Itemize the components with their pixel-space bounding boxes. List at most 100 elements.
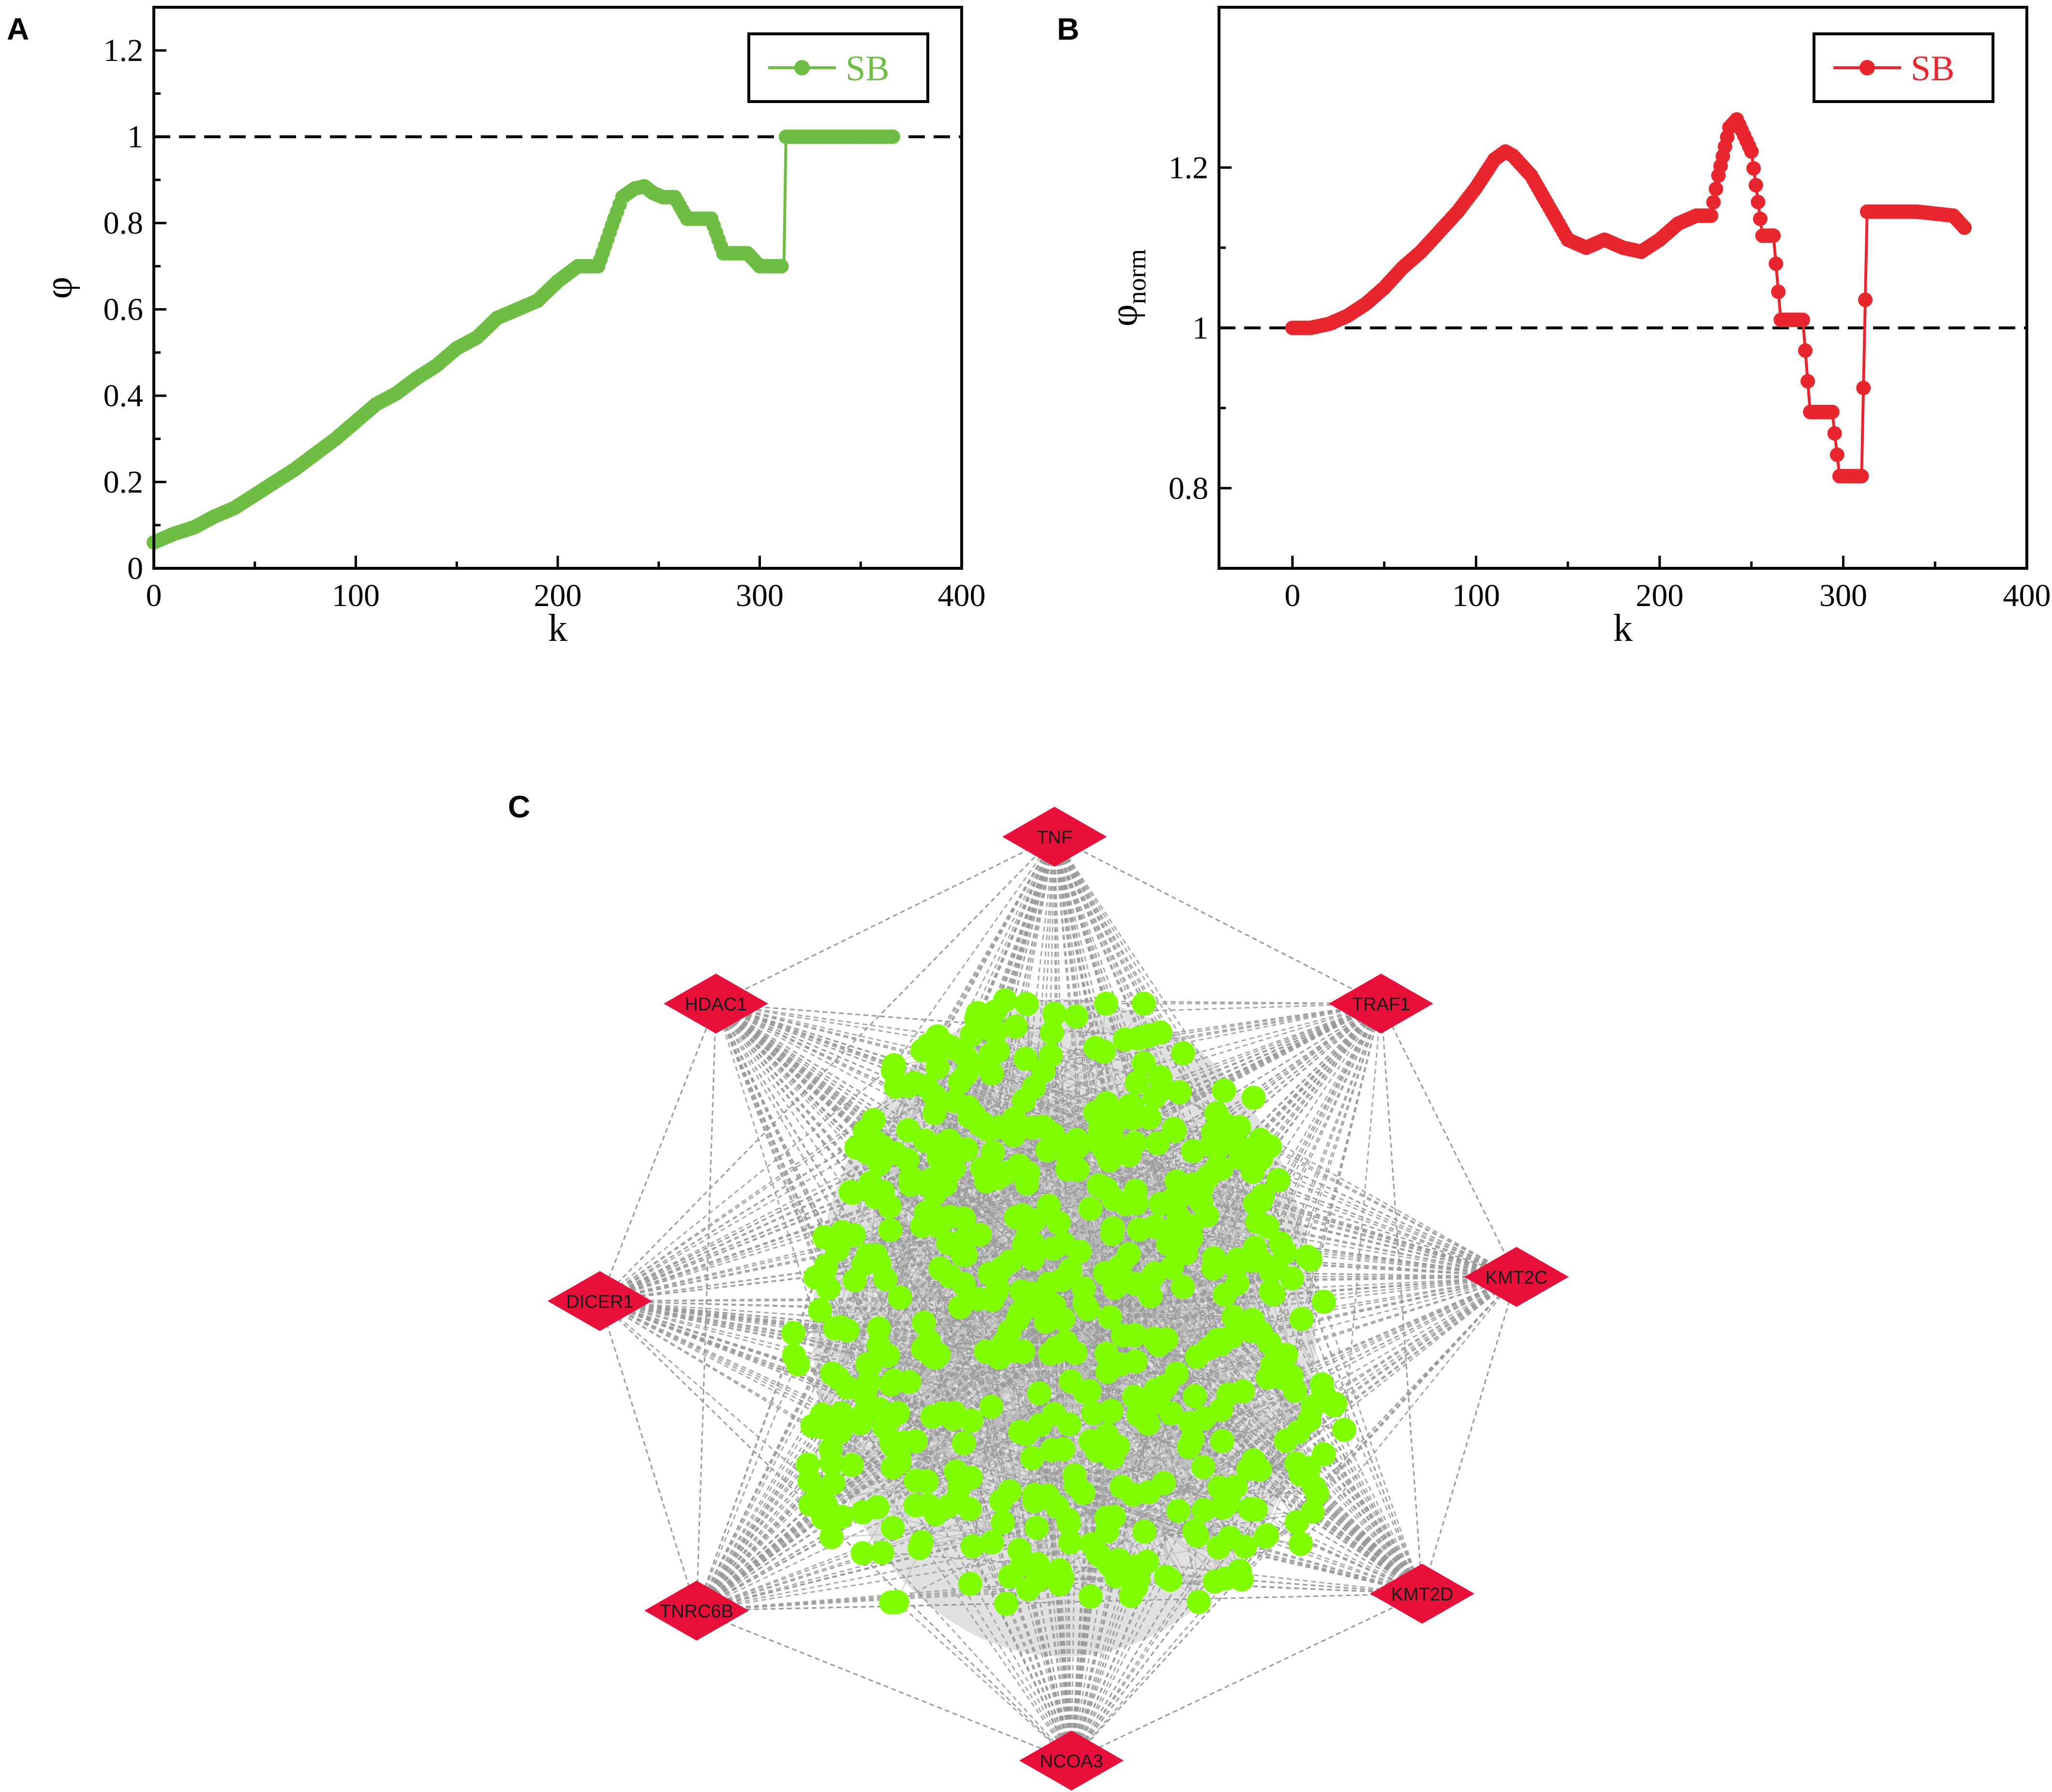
- gene-node: [1216, 1382, 1241, 1407]
- gene-node: [1095, 1360, 1120, 1384]
- gene-node: [1241, 1085, 1266, 1110]
- gene-node: [814, 1254, 838, 1278]
- gene-node: [1031, 1059, 1056, 1083]
- hub-edge: [870, 836, 1056, 1365]
- gene-node: [1148, 1020, 1173, 1045]
- x-tick-label: 300: [1819, 578, 1867, 613]
- hub-edge: [1071, 1566, 1137, 1761]
- gene-node: [1124, 1191, 1149, 1215]
- x-axis-label: k: [1613, 607, 1633, 650]
- gene-node: [998, 1564, 1023, 1589]
- hub-edge: [1106, 1003, 1382, 1373]
- gene-node: [985, 1166, 1010, 1191]
- hub-hub-edge: [1054, 836, 1382, 1005]
- gene-node: [840, 1453, 864, 1477]
- axes: 0 100 200 300 400 0 0.2 0.4 0.6 0.8 1 1.2: [104, 6, 986, 613]
- gene-node: [1191, 1455, 1216, 1480]
- hub-edge: [1054, 836, 1251, 1261]
- network-hubs: TNF TRAF1 KMT2C KMT2D NCOA3 TNRC6B DICER1 HDAC1: [548, 807, 1569, 1791]
- gene-node: [1063, 1473, 1088, 1497]
- gene-node: [1100, 1445, 1125, 1470]
- gene-node: [1160, 1187, 1185, 1212]
- hub-edge: [1248, 1149, 1517, 1278]
- gene-node: [1025, 1515, 1049, 1540]
- hub-edge: [1207, 1214, 1517, 1278]
- gene-node: [1288, 1532, 1313, 1556]
- hub-edge: [696, 1051, 1105, 1611]
- gene-node: [1208, 1332, 1233, 1357]
- gene-node: [1171, 1274, 1195, 1299]
- gene-node: [821, 1471, 846, 1496]
- gene-node: [1185, 1524, 1209, 1548]
- legend-label: SB: [846, 49, 890, 89]
- network-edge: [922, 1348, 1061, 1585]
- gene-node: [830, 1220, 854, 1244]
- gene-node: [1238, 1248, 1263, 1273]
- chart-b: 0 100 200 300 400 0.8 1 1.2 SB k φnorm: [1103, 6, 2051, 650]
- gene-node: [1056, 1511, 1081, 1536]
- data-point: [1766, 228, 1781, 243]
- gene-node: [944, 1459, 968, 1484]
- gene-node: [1249, 1320, 1273, 1345]
- hub-edge: [1273, 1294, 1423, 1594]
- data-point: [886, 129, 901, 144]
- gene-node: [1016, 1161, 1041, 1185]
- gene-node: [1014, 992, 1039, 1016]
- gene-node: [924, 1204, 949, 1229]
- gene-node: [888, 1285, 912, 1310]
- data-point: [774, 259, 789, 274]
- gene-node: [1045, 1495, 1070, 1519]
- gene-node: [941, 1407, 965, 1431]
- gene-node: [980, 1288, 1005, 1312]
- gene-node: [1296, 1456, 1321, 1481]
- gene-node: [1020, 1446, 1044, 1470]
- hub-edge: [696, 1511, 1313, 1612]
- hub-edge: [881, 1552, 1072, 1762]
- hub-edge: [715, 1003, 1130, 1107]
- gene-node: [1241, 1448, 1266, 1473]
- gene-node: [1026, 1552, 1050, 1576]
- gene-node: [872, 1141, 897, 1166]
- hub-traf1: TRAF1: [1329, 974, 1433, 1034]
- gene-node: [1037, 1272, 1061, 1296]
- gene-node: [1093, 1261, 1117, 1286]
- data-point: [1800, 374, 1815, 389]
- hub-hdac1: HDAC1: [664, 974, 768, 1034]
- hub-edge: [1071, 1432, 1299, 1761]
- hub-edge: [599, 1073, 993, 1302]
- gene-node: [983, 1020, 1008, 1044]
- gene-node: [956, 1095, 981, 1120]
- hub-label: HDAC1: [685, 994, 747, 1015]
- hub-edge: [930, 1179, 1072, 1761]
- gene-node: [1040, 1438, 1064, 1463]
- gene-node: [1151, 1471, 1176, 1496]
- legend-label: SB: [1911, 49, 1955, 89]
- data-point: [1753, 211, 1768, 226]
- hub-edge: [1020, 1276, 1517, 1433]
- gene-node: [852, 1119, 877, 1144]
- gene-node: [1123, 1349, 1148, 1374]
- hub-diamond: [664, 974, 768, 1034]
- hub-edge: [896, 1276, 1517, 1603]
- data-point: [1829, 447, 1844, 462]
- hub-label: KMT2D: [1391, 1585, 1454, 1605]
- hub-edge: [945, 1044, 1423, 1594]
- hub-edge: [1053, 1305, 1072, 1761]
- hub-edge: [908, 1003, 1382, 1383]
- hub-edge: [1255, 1509, 1423, 1595]
- hub-diamond: [1329, 974, 1433, 1034]
- hub-edge: [966, 1073, 1517, 1278]
- hub-edge: [1071, 1463, 1297, 1761]
- gene-node: [958, 1571, 982, 1596]
- gene-node: [1109, 1474, 1134, 1499]
- gene-node: [967, 1112, 992, 1137]
- hub-edge: [892, 1466, 1423, 1595]
- gene-node: [952, 1431, 976, 1455]
- hub-edge: [1190, 1003, 1382, 1423]
- gene-node: [855, 1352, 880, 1377]
- data-point: [1796, 312, 1810, 327]
- hub-hub-edge: [1071, 1276, 1517, 1762]
- hub-edge: [1239, 1276, 1517, 1571]
- hub-label: TNF: [1037, 828, 1072, 848]
- gene-node: [1268, 1231, 1293, 1256]
